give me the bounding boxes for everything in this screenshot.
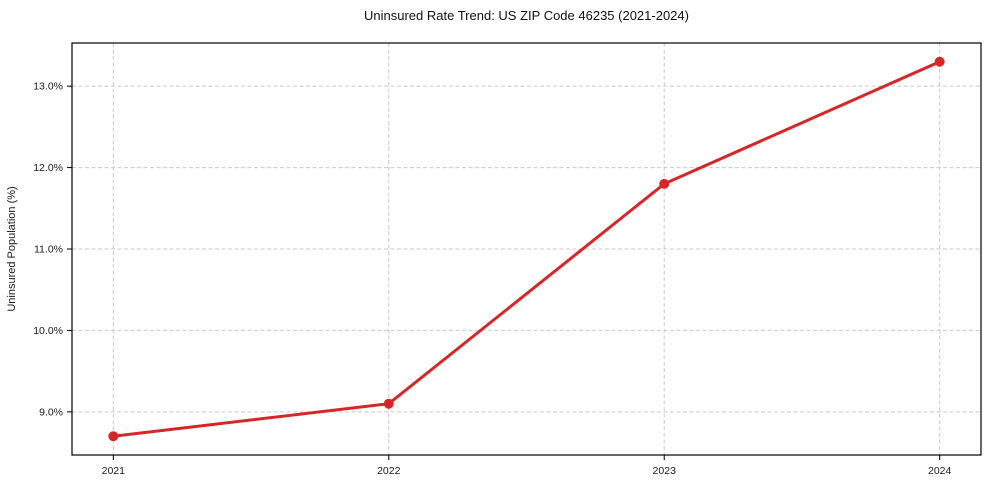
y-tick-label: 11.0%	[34, 244, 63, 256]
data-point-marker	[934, 56, 945, 67]
chart-title: Uninsured Rate Trend: US ZIP Code 46235 …	[364, 8, 689, 23]
x-tick-label: 2023	[653, 465, 677, 477]
y-tick-label: 10.0%	[33, 325, 63, 337]
plot-area-border	[71, 42, 982, 456]
data-point-marker	[659, 178, 670, 189]
y-axis-label: Uninsured Population (%)	[6, 186, 18, 311]
x-tick-label: 2022	[377, 465, 401, 477]
data-line	[111, 60, 942, 438]
x-tick-label: 2021	[102, 465, 126, 477]
x-tick-label: 2024	[928, 465, 952, 477]
data-point-marker	[383, 398, 394, 409]
data-point-marker	[108, 431, 119, 442]
y-tick-label: 13.0%	[33, 81, 63, 93]
y-tick-label: 9.0%	[39, 406, 63, 418]
y-tick-label: 12.0%	[33, 162, 63, 174]
